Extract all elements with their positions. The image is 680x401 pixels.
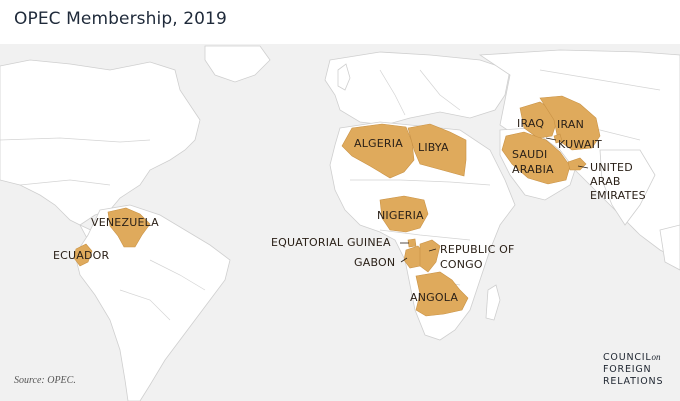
label-equatorial-guinea: EQUATORIAL GUINEA [271, 236, 391, 249]
uae-callout [577, 165, 589, 169]
iraq-shape [519, 101, 557, 139]
source-note: Source: OPEC. [14, 375, 76, 386]
logo-line1: COUNCIL [603, 352, 652, 363]
label-united: UNITED [590, 161, 633, 174]
ecuador-shape [73, 243, 93, 267]
label-iraq: IRAQ [517, 117, 544, 130]
label-congo: CONGO [440, 258, 483, 271]
logo-line3: RELATIONS [603, 376, 664, 387]
land-masses [0, 45, 680, 401]
south-america-land [74, 204, 231, 401]
india-land [599, 149, 656, 226]
label-republic-of: REPUBLIC OF [440, 243, 515, 256]
venezuela-shape [107, 207, 151, 248]
congo-callout [428, 248, 437, 252]
kuwait-callout [545, 137, 557, 141]
label-venezuela: VENEZUELA [91, 216, 159, 229]
country-labels: VENEZUELA ECUADOR ALGERIA LIBYA NIGERIA … [53, 117, 646, 304]
label-angola: ANGOLA [410, 291, 458, 304]
madagascar-land [485, 284, 501, 321]
greenland-land [204, 45, 271, 83]
north-america-land [0, 59, 201, 226]
europe-land [324, 51, 511, 126]
label-libya: LIBYA [418, 141, 449, 154]
label-algeria: ALGERIA [354, 137, 403, 150]
world-map: VENEZUELA ECUADOR ALGERIA LIBYA NIGERIA … [0, 44, 680, 401]
label-emirates: EMIRATES [590, 189, 646, 202]
libya-shape [407, 123, 467, 177]
republic-of-congo-shape [419, 239, 441, 273]
label-arab: ARAB [590, 175, 621, 188]
equatorial-guinea-shape [407, 238, 417, 248]
map-svg: VENEZUELA ECUADOR ALGERIA LIBYA NIGERIA … [0, 45, 680, 401]
label-ecuador: ECUADOR [53, 249, 110, 262]
uk-land [337, 63, 351, 91]
angola-shape [415, 271, 469, 317]
se-asia-land [659, 224, 680, 271]
callout-lines [400, 137, 589, 263]
map-title: OPEC Membership, 2019 [14, 9, 227, 29]
kuwait-shape [553, 133, 563, 144]
label-arabia: ARABIA [512, 163, 554, 176]
logo-line2: FOREIGN [603, 364, 652, 375]
label-nigeria: NIGERIA [377, 209, 424, 222]
label-kuwait: KUWAIT [558, 138, 602, 151]
cfr-logo: COUNCILon FOREIGN RELATIONS [603, 351, 663, 388]
label-saudi: SAUDI [512, 148, 547, 161]
logo-on: on [651, 352, 661, 362]
algeria-shape [341, 123, 415, 179]
nigeria-shape [379, 195, 429, 233]
iran-shape [539, 95, 601, 151]
label-iran: IRAN [557, 118, 584, 131]
label-gabon: GABON [354, 256, 395, 269]
gabon-callout [400, 257, 408, 263]
opec-members [73, 95, 601, 317]
saudi-arabia-shape [501, 131, 571, 185]
africa-land [329, 121, 516, 341]
